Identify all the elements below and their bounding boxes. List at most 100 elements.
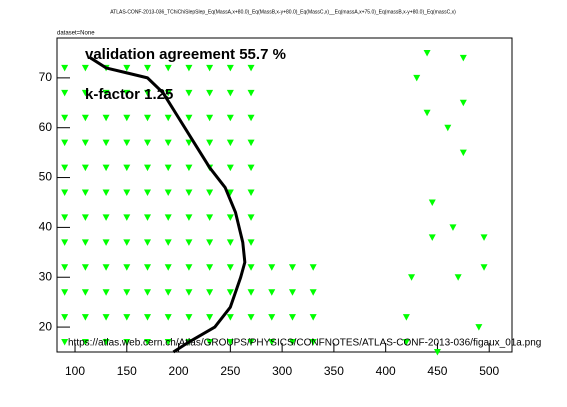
- marker: [247, 114, 255, 122]
- marker: [81, 189, 89, 197]
- marker: [102, 339, 110, 346]
- x-tick-label: 450: [427, 364, 447, 378]
- marker: [144, 239, 152, 246]
- marker: [123, 264, 131, 271]
- marker: [185, 89, 193, 97]
- marker: [61, 114, 69, 122]
- x-tick-label: 350: [324, 364, 344, 378]
- marker: [288, 314, 296, 321]
- marker: [268, 314, 276, 321]
- marker: [247, 239, 255, 246]
- marker: [247, 139, 255, 147]
- marker: [123, 289, 131, 296]
- marker: [123, 64, 131, 72]
- marker: [268, 289, 276, 296]
- marker: [428, 199, 436, 206]
- marker: [206, 189, 214, 197]
- marker: [123, 114, 131, 122]
- marker: [81, 114, 89, 122]
- y-tick-label: 60: [39, 120, 53, 134]
- marker: [206, 214, 214, 221]
- marker: [81, 214, 89, 221]
- marker: [423, 49, 431, 57]
- marker: [268, 264, 276, 271]
- marker: [226, 264, 234, 271]
- marker: [475, 324, 483, 331]
- marker: [123, 89, 131, 97]
- marker: [61, 239, 69, 246]
- x-tick-label: 250: [220, 364, 240, 378]
- y-tick-label: 50: [39, 170, 53, 184]
- marker: [144, 339, 152, 346]
- marker: [309, 314, 317, 321]
- subtitle: dataset=None: [57, 31, 95, 37]
- marker: [144, 314, 152, 321]
- marker: [185, 314, 193, 321]
- marker: [226, 289, 234, 296]
- marker: [413, 74, 421, 82]
- marker: [102, 114, 110, 122]
- y-tick-label: 40: [39, 220, 53, 234]
- x-tick-label: 100: [65, 364, 85, 378]
- marker: [81, 164, 89, 172]
- marker: [164, 314, 172, 321]
- marker: [185, 239, 193, 246]
- chart-title: ATLAS-CONF-2013-036_TChiChiSlepSlep_Eq(M…: [110, 9, 456, 15]
- marker: [61, 189, 69, 197]
- marker: [459, 149, 467, 157]
- marker: [123, 239, 131, 246]
- marker: [247, 314, 255, 321]
- marker: [61, 139, 69, 147]
- marker: [102, 164, 110, 172]
- marker: [164, 214, 172, 221]
- y-tick-label: 70: [39, 70, 53, 84]
- marker: [164, 264, 172, 271]
- marker: [247, 64, 255, 72]
- marker: [185, 164, 193, 172]
- marker: [206, 339, 214, 346]
- marker: [206, 114, 214, 122]
- y-tick-label: 30: [39, 269, 53, 283]
- marker: [226, 89, 234, 97]
- marker: [288, 264, 296, 271]
- marker: [102, 139, 110, 147]
- marker: [480, 234, 488, 241]
- marker: [402, 314, 410, 321]
- marker: [454, 274, 462, 281]
- marker: [288, 339, 296, 346]
- marker: [206, 314, 214, 321]
- marker: [123, 189, 131, 197]
- x-tick-label: 400: [376, 364, 396, 378]
- marker: [164, 339, 172, 346]
- marker: [102, 89, 110, 97]
- marker: [102, 314, 110, 321]
- marker: [164, 114, 172, 122]
- marker: [61, 264, 69, 271]
- marker: [288, 289, 296, 296]
- marker: [185, 264, 193, 271]
- marker: [102, 214, 110, 221]
- marker: [102, 264, 110, 271]
- marker: [309, 264, 317, 271]
- marker: [123, 164, 131, 172]
- marker: [185, 189, 193, 197]
- marker: [402, 339, 410, 346]
- marker: [61, 89, 69, 97]
- marker: [185, 114, 193, 122]
- marker: [268, 339, 276, 346]
- marker: [164, 139, 172, 147]
- marker: [102, 189, 110, 197]
- marker: [408, 274, 416, 281]
- marker: [226, 164, 234, 172]
- marker: [206, 264, 214, 271]
- marker: [144, 64, 152, 72]
- plot-frame: [56, 37, 513, 353]
- marker: [226, 239, 234, 246]
- marker: [61, 289, 69, 296]
- marker: [247, 339, 255, 346]
- marker: [247, 264, 255, 271]
- marker: [226, 64, 234, 72]
- marker: [61, 314, 69, 321]
- marker: [206, 89, 214, 97]
